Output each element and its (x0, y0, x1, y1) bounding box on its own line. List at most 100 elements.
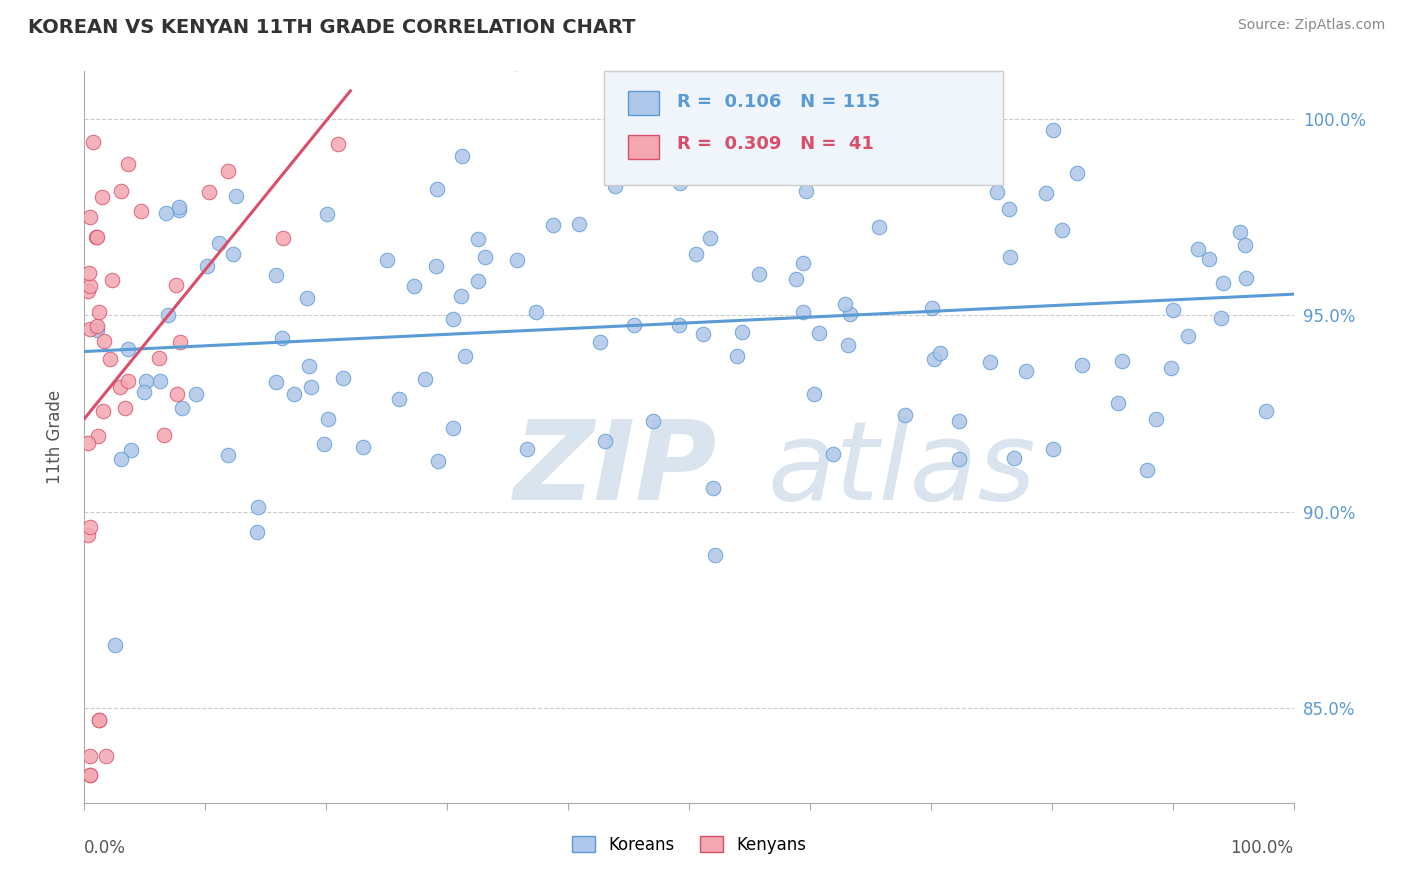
Point (153, 428, 176, 442)
Point (169, 334, 191, 349)
Text: R =  0.309   N =  41: R = 0.309 N = 41 (676, 135, 873, 153)
Point (516, 442, 538, 456)
Point (86, 229, 108, 244)
Point (79, 768, 101, 782)
Point (425, 259, 447, 273)
Point (402, 279, 425, 293)
Point (426, 182, 449, 196)
Point (979, 355, 1001, 369)
Text: Source: ZipAtlas.com: Source: ZipAtlas.com (1237, 18, 1385, 32)
Point (928, 345, 950, 359)
Point (77, 436, 100, 450)
Point (86, 319, 108, 334)
Point (998, 202, 1021, 217)
Point (117, 157, 139, 171)
Point (195, 259, 218, 273)
Point (104, 638, 127, 652)
Point (94, 748, 117, 763)
Point (264, 376, 287, 390)
Point (91, 404, 114, 418)
Point (837, 337, 859, 351)
Point (298, 359, 321, 373)
Point (792, 305, 814, 319)
Point (748, 267, 770, 281)
Point (299, 380, 322, 394)
Point (222, 247, 245, 261)
Point (568, 217, 591, 231)
Point (172, 401, 194, 415)
Point (86, 229, 108, 244)
Point (77, 266, 100, 280)
Point (283, 387, 305, 401)
Point (998, 250, 1021, 264)
Point (785, 272, 807, 286)
Point (1050, 222, 1073, 236)
Point (247, 500, 270, 514)
Point (704, 549, 727, 563)
Point (98, 352, 121, 367)
FancyBboxPatch shape (605, 71, 1004, 185)
Point (692, 326, 714, 341)
Point (821, 447, 844, 461)
Point (77, 528, 100, 542)
Point (413, 372, 436, 386)
Point (82, 135, 104, 149)
Point (388, 392, 411, 406)
Point (588, 334, 610, 349)
Point (86, 323, 108, 337)
Point (1229, 226, 1251, 240)
Point (184, 386, 207, 401)
Point (1212, 276, 1234, 290)
Text: 0.0%: 0.0% (84, 839, 127, 857)
Point (129, 204, 152, 219)
Point (1066, 165, 1088, 179)
Y-axis label: 11th Grade: 11th Grade (45, 390, 63, 484)
Point (838, 306, 860, 320)
Point (1254, 403, 1277, 417)
Point (1198, 252, 1220, 266)
Point (950, 169, 973, 183)
Point (316, 206, 339, 220)
Point (312, 437, 335, 451)
Point (148, 351, 170, 365)
Point (271, 331, 294, 345)
Point (79, 748, 101, 763)
Point (1187, 242, 1209, 256)
Point (441, 312, 464, 326)
Point (328, 136, 350, 151)
Point (948, 452, 970, 467)
Point (91, 190, 114, 204)
Text: atlas: atlas (768, 417, 1036, 524)
Point (165, 277, 187, 292)
Point (526, 305, 548, 319)
Point (921, 301, 943, 315)
Point (730, 325, 752, 339)
Point (1234, 238, 1257, 252)
Point (796, 185, 818, 199)
Point (1042, 442, 1064, 456)
Point (117, 374, 139, 388)
Point (702, 481, 724, 495)
Point (1234, 271, 1257, 285)
Point (986, 185, 1008, 199)
Point (623, 318, 645, 333)
Point (1035, 186, 1057, 200)
Point (79, 520, 101, 534)
Point (948, 414, 970, 428)
Point (997, 18, 1019, 32)
Point (87, 713, 110, 727)
Point (427, 453, 450, 467)
Point (264, 268, 287, 282)
Point (1107, 396, 1129, 410)
Point (641, 413, 664, 427)
Point (669, 176, 692, 190)
Point (134, 384, 156, 399)
Point (922, 351, 945, 366)
Point (668, 318, 690, 332)
Point (505, 55, 527, 70)
Point (450, 148, 472, 162)
Point (100, 273, 122, 287)
Point (208, 236, 231, 251)
Point (271, 231, 294, 245)
Point (603, 178, 626, 193)
